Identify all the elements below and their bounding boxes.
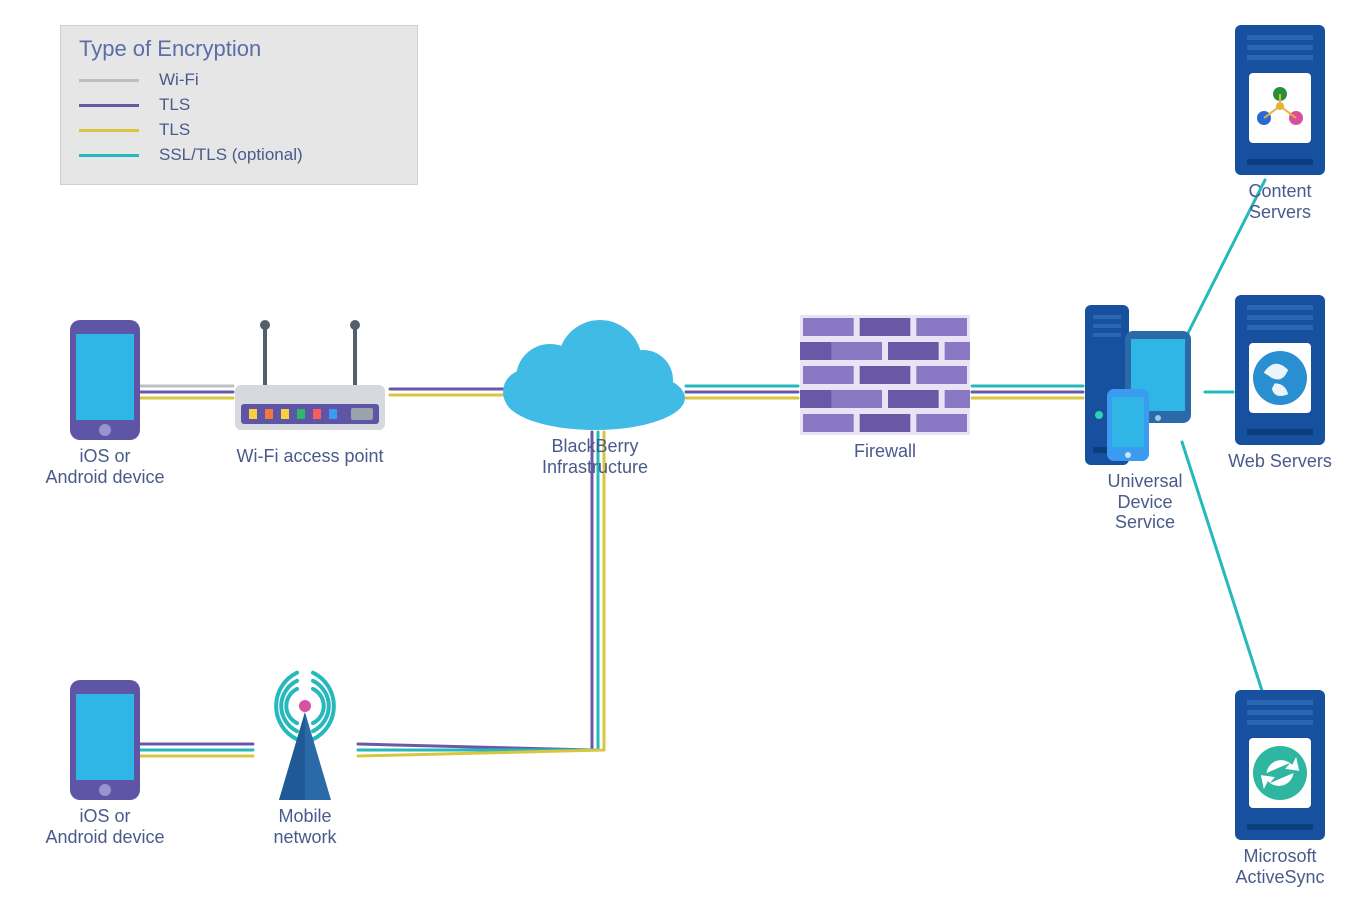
web-label: Web Servers xyxy=(1180,451,1369,472)
link-line xyxy=(358,432,592,750)
link-line xyxy=(358,432,604,756)
content-label: ContentServers xyxy=(1180,181,1369,222)
legend-row: Wi-Fi xyxy=(79,70,399,90)
phone-bottom-label: iOS orAndroid device xyxy=(5,806,205,847)
phone-icon xyxy=(70,680,140,800)
legend-label: SSL/TLS (optional) xyxy=(159,145,303,165)
legend-title: Type of Encryption xyxy=(79,36,399,62)
legend-row: TLS xyxy=(79,120,399,140)
legend-label: Wi-Fi xyxy=(159,70,199,90)
legend-swatch xyxy=(79,79,139,82)
legend-swatch xyxy=(79,129,139,132)
legend-row: SSL/TLS (optional) xyxy=(79,145,399,165)
wifi-ap-label: Wi-Fi access point xyxy=(210,446,410,467)
server-icon xyxy=(1235,690,1325,840)
router-icon xyxy=(235,320,385,430)
firewall-icon xyxy=(800,315,970,435)
server-icon xyxy=(1235,295,1325,445)
uds-icon xyxy=(1085,305,1191,465)
server-icon xyxy=(1235,25,1325,175)
link-line xyxy=(358,432,598,750)
legend-swatch xyxy=(79,104,139,107)
diagram-stage: Type of Encryption Wi-Fi TLS TLS SSL/TLS (o… xyxy=(0,0,1369,900)
uds-label: UniversalDeviceService xyxy=(1045,471,1245,533)
firewall-label: Firewall xyxy=(785,441,985,462)
legend: Type of Encryption Wi-Fi TLS TLS SSL/TLS (o… xyxy=(60,25,418,185)
phone-icon xyxy=(70,320,140,440)
phone-top-label: iOS orAndroid device xyxy=(5,446,205,487)
legend-label: TLS xyxy=(159,95,190,115)
cloud-icon xyxy=(503,320,685,430)
mobile-net-label: Mobilenetwork xyxy=(205,806,405,847)
mobile-network-icon xyxy=(253,673,357,800)
legend-swatch xyxy=(79,154,139,157)
legend-label: TLS xyxy=(159,120,190,140)
cloud-label: BlackBerryInfrastructure xyxy=(495,436,695,477)
legend-row: TLS xyxy=(79,95,399,115)
activesync-label: MicrosoftActiveSync xyxy=(1180,846,1369,887)
